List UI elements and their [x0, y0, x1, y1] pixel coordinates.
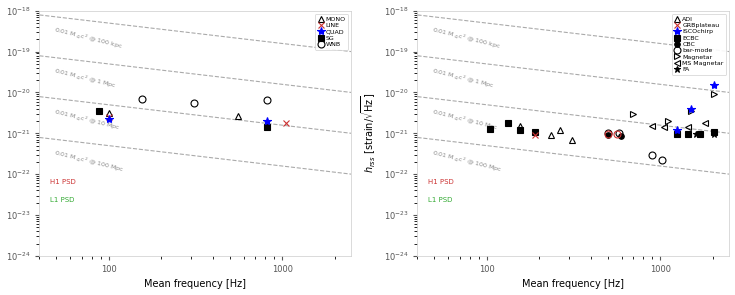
Text: 0.01 M$_\odot$c$^2$ @ 100 Mpc: 0.01 M$_\odot$c$^2$ @ 100 Mpc [431, 148, 503, 175]
Text: H1 PSD: H1 PSD [428, 179, 453, 185]
Text: 0.01 M$_\odot$c$^2$ @ 100 kpc: 0.01 M$_\odot$c$^2$ @ 100 kpc [53, 25, 123, 52]
Text: 0.01 M$_\odot$c$^2$ @ 100 Mpc: 0.01 M$_\odot$c$^2$ @ 100 Mpc [53, 148, 126, 175]
Legend: ADI, GRBplateau, ISCOchirp, ECBC, CBC, bar-mode, Magnetar, MS Magnetar, FA: ADI, GRBplateau, ISCOchirp, ECBC, CBC, b… [672, 14, 726, 75]
Text: H1 PSD: H1 PSD [50, 179, 76, 185]
Text: 0.01 M$_\odot$c$^2$ @ 1 Mpc: 0.01 M$_\odot$c$^2$ @ 1 Mpc [53, 66, 118, 91]
Y-axis label: $h_{rss}$ [strain/$\sqrt{\rm Hz}$]: $h_{rss}$ [strain/$\sqrt{\rm Hz}$] [359, 93, 378, 173]
Text: L1 PSD: L1 PSD [428, 197, 453, 203]
X-axis label: Mean frequency [Hz]: Mean frequency [Hz] [144, 279, 246, 289]
Legend: MONO, LINE, QUAD, SG, WNB: MONO, LINE, QUAD, SG, WNB [315, 14, 348, 50]
Text: L1 PSD: L1 PSD [50, 197, 74, 203]
X-axis label: Mean frequency [Hz]: Mean frequency [Hz] [523, 279, 625, 289]
Text: 0.01 M$_\odot$c$^2$ @ 10 Mpc: 0.01 M$_\odot$c$^2$ @ 10 Mpc [53, 107, 121, 133]
Text: 0.01 M$_\odot$c$^2$ @ 10 Mpc: 0.01 M$_\odot$c$^2$ @ 10 Mpc [431, 107, 500, 133]
Text: 0.01 M$_\odot$c$^2$ @ 100 kpc: 0.01 M$_\odot$c$^2$ @ 100 kpc [431, 25, 502, 52]
Text: 0.01 M$_\odot$c$^2$ @ 1 Mpc: 0.01 M$_\odot$c$^2$ @ 1 Mpc [431, 66, 495, 91]
